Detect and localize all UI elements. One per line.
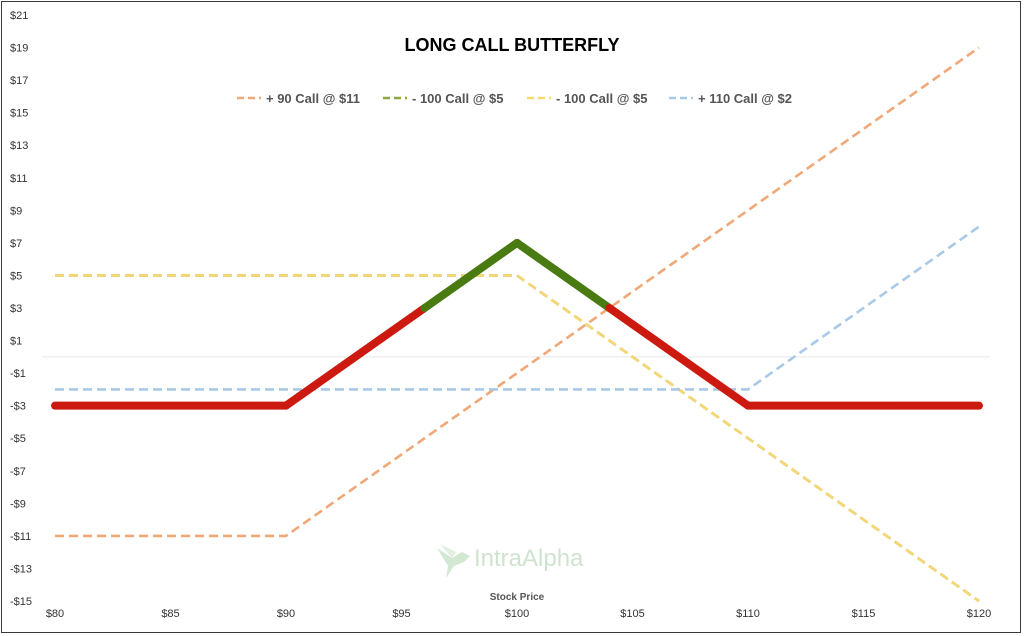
y-tick-label: $17 [10, 75, 28, 87]
y-tick-label: -$7 [10, 466, 26, 478]
series-line [55, 225, 980, 391]
x-axis-title: Stock Price [490, 592, 545, 603]
y-tick-label: $11 [10, 173, 28, 185]
y-tick-label: $19 [10, 43, 28, 55]
x-tick-label: $85 [161, 608, 179, 620]
y-tick-label: $7 [10, 238, 22, 250]
watermark-text: IntraAlpha [474, 545, 584, 572]
series-line [55, 46, 980, 538]
y-tick-label: -$9 [10, 498, 26, 510]
net-payoff-loss-segment [282, 304, 429, 410]
y-tick-label: -$15 [10, 596, 32, 608]
y-tick-label: $1 [10, 336, 22, 348]
y-tick-label: -$13 [10, 563, 32, 575]
x-tick-label: $115 [852, 608, 876, 620]
legend-label: - 100 Call @ $5 [556, 91, 647, 106]
hummingbird-logo-icon [437, 544, 470, 578]
x-tick-label: $120 [967, 608, 991, 620]
y-tick-label: -$11 [10, 531, 31, 543]
y-tick-label: $13 [10, 140, 28, 152]
chart-title: LONG CALL BUTTERFLY [404, 35, 620, 55]
x-tick-label: $110 [736, 608, 760, 620]
x-tick-label: $100 [505, 608, 529, 620]
y-tick-label: $9 [10, 205, 22, 217]
y-tick-label: -$5 [10, 433, 26, 445]
legend-item: - 100 Call @ $5 [527, 91, 647, 106]
x-tick-label: $80 [46, 608, 64, 620]
watermark: IntraAlpha [437, 544, 584, 578]
legend-label: + 110 Call @ $2 [698, 91, 792, 106]
net-payoff-profit-segment [513, 238, 614, 312]
y-tick-label: -$1 [10, 368, 26, 380]
legend-label: - 100 Call @ $5 [412, 91, 503, 106]
y-tick-label: $15 [10, 108, 28, 120]
legend-label: + 90 Call @ $11 [266, 91, 360, 106]
y-tick-label: -$3 [10, 401, 26, 413]
legend-item: + 90 Call @ $11 [237, 91, 360, 106]
legend-item: - 100 Call @ $5 [383, 91, 503, 106]
series-line [55, 274, 980, 603]
y-tick-label: $21 [10, 10, 28, 22]
x-tick-label: $90 [277, 608, 295, 620]
y-tick-label: $3 [10, 303, 22, 315]
x-tick-label: $105 [620, 608, 644, 620]
net-payoff-loss-segment [605, 304, 752, 410]
legend-item: + 110 Call @ $2 [669, 91, 792, 106]
x-tick-label: $95 [392, 608, 410, 620]
net-payoff-profit-segment [420, 238, 521, 312]
y-tick-label: $5 [10, 270, 22, 282]
